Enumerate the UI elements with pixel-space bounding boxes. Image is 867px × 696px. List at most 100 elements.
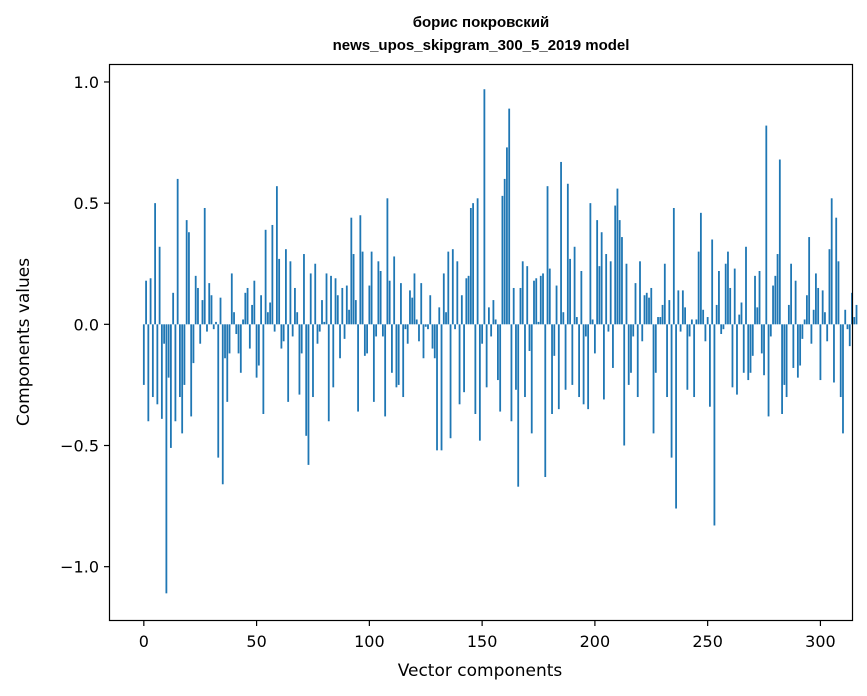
chart-subtitle: news_upos_skipgram_300_5_2019 model xyxy=(333,37,630,54)
y-axis-ticks: 1.0 0.5 0.0 −0.5 −1.0 xyxy=(60,73,110,577)
bar xyxy=(345,285,348,325)
bar xyxy=(429,295,432,325)
bar xyxy=(142,324,145,385)
bar xyxy=(636,324,639,398)
bar xyxy=(528,324,531,351)
bar xyxy=(271,224,274,325)
bar xyxy=(787,304,790,325)
bar xyxy=(684,307,686,325)
bar xyxy=(285,249,287,325)
y-tick-label: −0.5 xyxy=(60,437,99,456)
bar xyxy=(663,263,666,325)
bar xyxy=(643,295,646,325)
bar xyxy=(855,304,858,325)
bar xyxy=(501,195,504,325)
bar xyxy=(433,324,436,359)
bar xyxy=(436,324,438,451)
bar xyxy=(494,319,497,325)
bar xyxy=(519,287,522,325)
x-tick-label: 100 xyxy=(354,632,385,651)
bar xyxy=(420,283,423,325)
bar xyxy=(296,312,299,325)
bar xyxy=(221,324,224,485)
bar xyxy=(555,285,558,325)
bar xyxy=(584,324,587,337)
bar xyxy=(280,324,283,349)
bar xyxy=(756,307,759,325)
bar xyxy=(736,324,738,395)
bar xyxy=(309,273,312,325)
bar xyxy=(546,186,549,325)
bar xyxy=(474,324,477,414)
bar xyxy=(844,309,847,325)
bar xyxy=(512,287,515,325)
bar xyxy=(307,324,310,465)
bar xyxy=(460,295,463,325)
bar xyxy=(837,261,840,325)
bar xyxy=(325,273,328,325)
bar xyxy=(422,324,425,359)
bar xyxy=(677,290,680,325)
bar xyxy=(490,324,493,337)
bar xyxy=(738,314,741,325)
bar xyxy=(740,302,743,325)
bar xyxy=(357,324,359,412)
bar xyxy=(648,297,650,325)
bar xyxy=(733,268,736,325)
bar xyxy=(321,300,323,325)
bar xyxy=(228,324,231,354)
bar xyxy=(366,324,368,354)
bar xyxy=(562,312,565,325)
bar xyxy=(291,324,294,337)
bar xyxy=(368,285,371,325)
bar xyxy=(713,324,716,526)
bar xyxy=(264,229,267,325)
bar xyxy=(289,261,292,325)
bar xyxy=(478,324,481,441)
bar xyxy=(278,258,281,325)
bar xyxy=(542,273,544,325)
bar xyxy=(517,324,520,487)
bar xyxy=(411,297,414,325)
bar xyxy=(758,271,761,325)
bar xyxy=(533,280,535,325)
bar xyxy=(749,324,752,373)
bar xyxy=(659,317,662,325)
bar xyxy=(729,287,732,325)
bar xyxy=(699,212,702,325)
bar xyxy=(704,324,707,342)
y-tick-label: 0.5 xyxy=(74,194,99,213)
bar xyxy=(815,273,817,325)
bar xyxy=(154,203,156,325)
bar xyxy=(591,319,594,325)
bar xyxy=(427,324,429,330)
bar xyxy=(336,295,339,325)
bar xyxy=(526,266,529,325)
bar xyxy=(176,178,179,325)
bar xyxy=(796,324,799,378)
bar xyxy=(212,324,215,330)
bar xyxy=(181,324,184,434)
bar xyxy=(201,300,204,325)
bar xyxy=(239,324,242,373)
bar xyxy=(603,324,605,400)
bar xyxy=(215,321,217,325)
bar xyxy=(742,324,745,373)
bar xyxy=(149,278,152,325)
bar xyxy=(485,324,488,388)
bar xyxy=(208,283,211,325)
bar xyxy=(451,249,454,325)
bar xyxy=(650,287,653,325)
bar xyxy=(499,324,502,412)
bar xyxy=(275,186,278,325)
bar xyxy=(158,246,161,325)
bar xyxy=(388,280,391,325)
bar xyxy=(487,307,490,325)
bar xyxy=(548,268,551,325)
x-tick-label: 50 xyxy=(246,632,266,651)
bar xyxy=(163,324,166,344)
bar xyxy=(257,324,260,366)
bar xyxy=(481,324,484,344)
bar xyxy=(497,324,499,381)
bar xyxy=(639,261,641,325)
